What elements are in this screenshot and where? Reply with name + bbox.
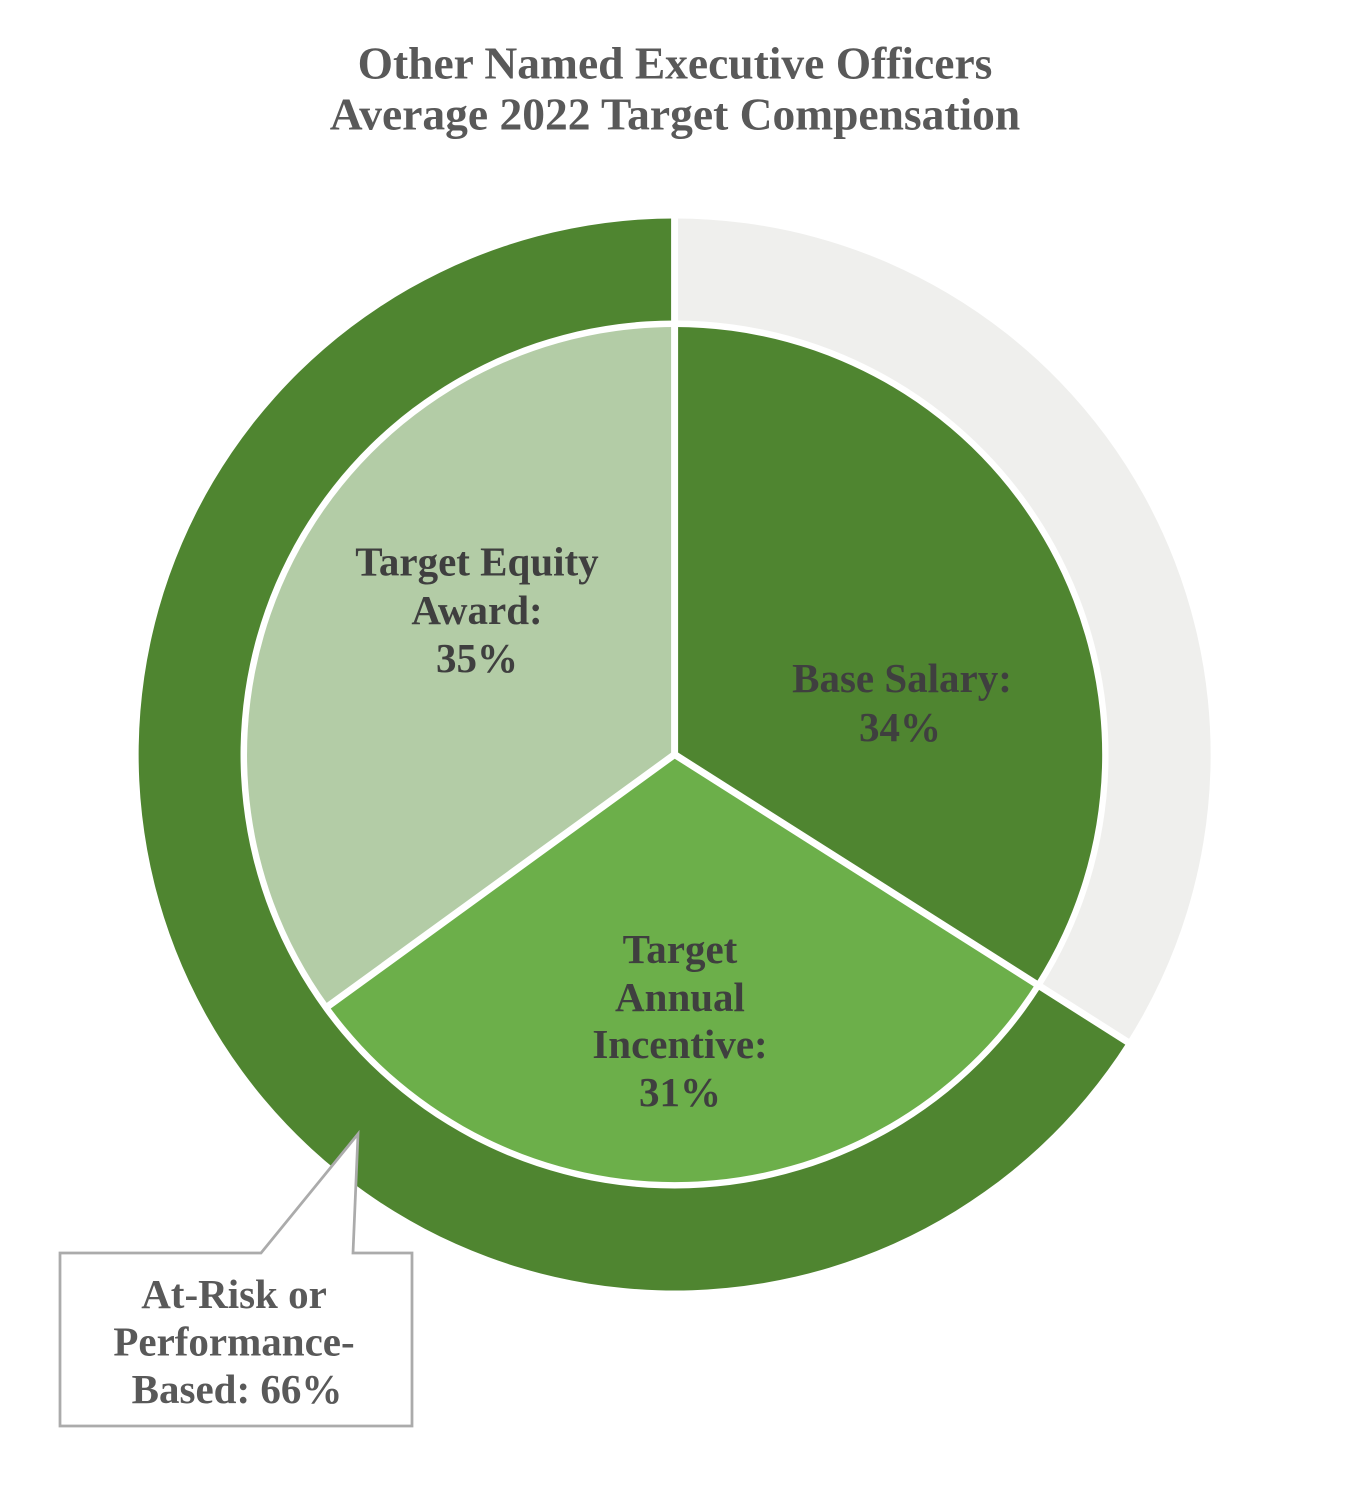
svg-text:35%: 35%	[436, 635, 518, 681]
svg-text:Award:: Award:	[411, 587, 542, 633]
svg-text:Other Named Executive Officers: Other Named Executive Officers	[358, 38, 993, 89]
svg-text:Target Equity: Target Equity	[355, 539, 599, 585]
svg-text:At-Risk or: At-Risk or	[141, 1271, 327, 1317]
svg-text:Annual: Annual	[615, 974, 745, 1020]
svg-text:34%: 34%	[859, 704, 941, 750]
svg-text:31%: 31%	[639, 1069, 721, 1115]
svg-text:Performance-: Performance-	[113, 1319, 354, 1365]
svg-text:Base Salary:: Base Salary:	[792, 655, 1012, 701]
svg-text:Based: 66%: Based: 66%	[132, 1366, 343, 1412]
svg-text:Target: Target	[623, 926, 738, 972]
svg-text:Average 2022 Target Compensati: Average 2022 Target Compensation	[330, 89, 1020, 140]
svg-text:Incentive:: Incentive:	[592, 1021, 767, 1067]
